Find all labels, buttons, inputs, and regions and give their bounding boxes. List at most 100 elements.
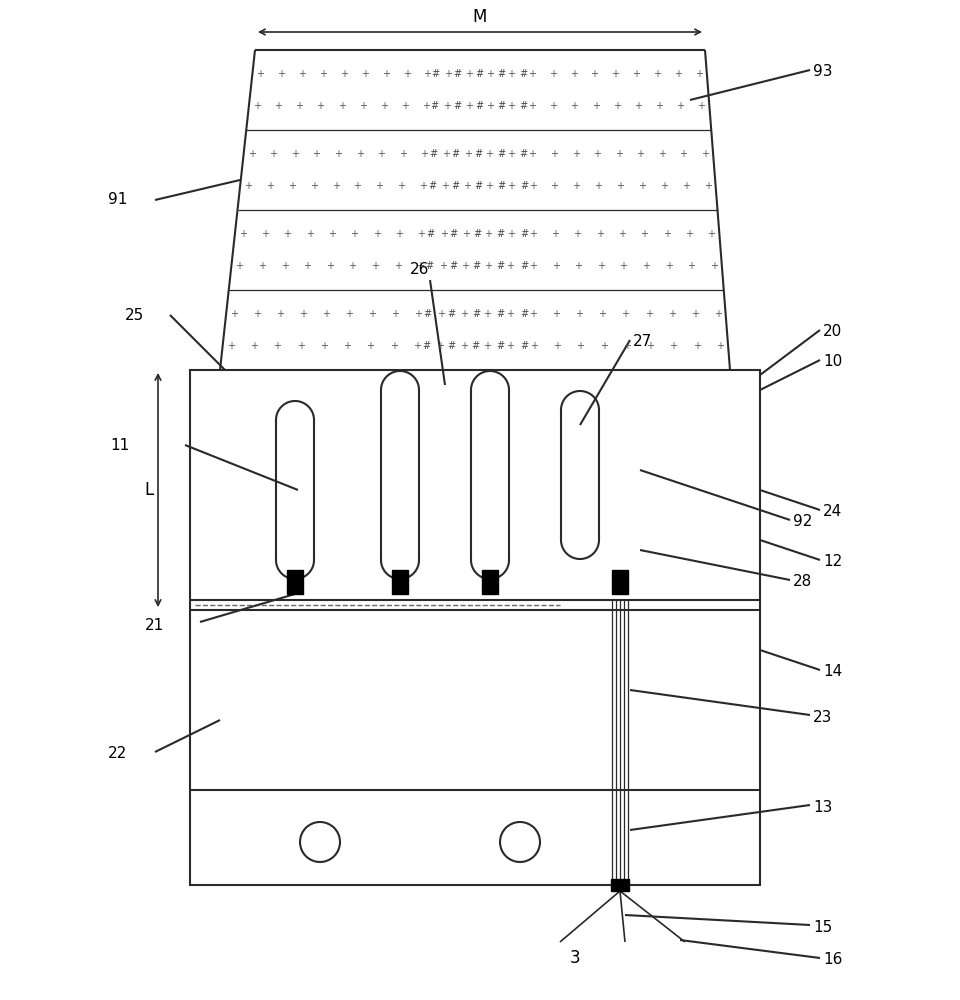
Text: #: #: [454, 69, 462, 79]
Text: 12: 12: [823, 554, 842, 570]
Text: +: +: [350, 229, 358, 239]
Text: 28: 28: [793, 574, 812, 589]
Text: +: +: [261, 229, 269, 239]
Text: +: +: [485, 181, 492, 191]
Text: +: +: [552, 261, 560, 271]
Text: +: +: [530, 341, 538, 351]
Text: +: +: [594, 181, 602, 191]
Text: +: +: [669, 341, 678, 351]
Text: 20: 20: [823, 324, 842, 340]
Text: 24: 24: [823, 504, 842, 520]
Text: +: +: [461, 309, 468, 319]
Text: +: +: [415, 309, 422, 319]
Text: 21: 21: [145, 617, 164, 633]
Text: #: #: [429, 149, 437, 159]
Text: +: +: [550, 181, 559, 191]
Text: +: +: [483, 341, 491, 351]
Text: +: +: [485, 149, 493, 159]
Text: +: +: [346, 309, 353, 319]
Text: +: +: [297, 341, 304, 351]
Text: +: +: [697, 101, 706, 111]
Text: +: +: [640, 229, 648, 239]
Text: +: +: [338, 101, 346, 111]
Text: +: +: [596, 229, 604, 239]
Text: +: +: [674, 69, 682, 79]
Text: +: +: [418, 229, 425, 239]
Text: +: +: [636, 149, 644, 159]
Text: +: +: [413, 341, 421, 351]
Text: +: +: [355, 149, 364, 159]
Text: +: +: [369, 309, 376, 319]
Text: +: +: [439, 261, 446, 271]
Text: +: +: [288, 181, 296, 191]
Text: +: +: [704, 181, 711, 191]
Text: +: +: [235, 261, 244, 271]
Text: +: +: [614, 149, 623, 159]
Text: +: +: [590, 69, 598, 79]
Text: #: #: [475, 101, 483, 111]
Text: +: +: [623, 341, 631, 351]
Text: +: +: [334, 149, 342, 159]
Text: +: +: [423, 69, 431, 79]
Text: +: +: [380, 101, 388, 111]
Text: #: #: [497, 69, 506, 79]
Text: +: +: [441, 181, 449, 191]
Text: +: +: [549, 101, 557, 111]
Text: +: +: [422, 101, 430, 111]
Text: +: +: [506, 341, 515, 351]
Text: +: +: [377, 149, 385, 159]
Text: +: +: [619, 261, 628, 271]
Text: #: #: [474, 181, 482, 191]
Text: +: +: [600, 341, 608, 351]
Text: 22: 22: [108, 746, 128, 762]
Text: 27: 27: [633, 334, 652, 350]
Text: +: +: [420, 149, 428, 159]
Text: 91: 91: [108, 192, 128, 208]
Text: +: +: [621, 309, 630, 319]
Text: +: +: [484, 229, 492, 239]
Text: +: +: [438, 309, 445, 319]
Text: +: +: [664, 261, 673, 271]
Text: +: +: [680, 149, 687, 159]
Text: +: +: [463, 181, 471, 191]
Text: +: +: [239, 229, 247, 239]
Text: +: +: [551, 229, 560, 239]
Text: +: +: [416, 261, 424, 271]
Text: +: +: [486, 69, 494, 79]
Text: #: #: [422, 341, 430, 351]
Text: +: +: [401, 101, 409, 111]
Text: +: +: [484, 261, 492, 271]
Text: +: +: [708, 229, 715, 239]
Text: +: +: [460, 341, 468, 351]
Text: +: +: [328, 229, 336, 239]
Text: #: #: [520, 229, 528, 239]
Text: +: +: [676, 101, 684, 111]
Text: +: +: [466, 69, 473, 79]
Text: 16: 16: [823, 952, 842, 968]
Text: +: +: [507, 309, 515, 319]
Text: +: +: [484, 309, 492, 319]
Text: +: +: [642, 261, 650, 271]
Text: +: +: [296, 101, 303, 111]
Text: +: +: [593, 149, 601, 159]
Text: #: #: [425, 261, 433, 271]
Text: +: +: [331, 181, 340, 191]
Text: +: +: [248, 149, 255, 159]
Text: #: #: [449, 229, 458, 239]
Text: #: #: [520, 341, 528, 351]
Text: +: +: [553, 341, 561, 351]
Text: +: +: [348, 261, 356, 271]
Text: +: +: [371, 261, 379, 271]
Text: +: +: [658, 149, 666, 159]
Text: +: +: [353, 181, 362, 191]
Text: +: +: [616, 181, 624, 191]
Text: +: +: [359, 101, 367, 111]
Text: +: +: [612, 101, 621, 111]
Text: +: +: [440, 229, 447, 239]
Text: #: #: [431, 101, 439, 111]
Text: +: +: [701, 149, 709, 159]
Text: +: +: [528, 149, 537, 159]
Bar: [190, 370, 760, 885]
Text: +: +: [529, 229, 537, 239]
Text: +: +: [570, 101, 578, 111]
